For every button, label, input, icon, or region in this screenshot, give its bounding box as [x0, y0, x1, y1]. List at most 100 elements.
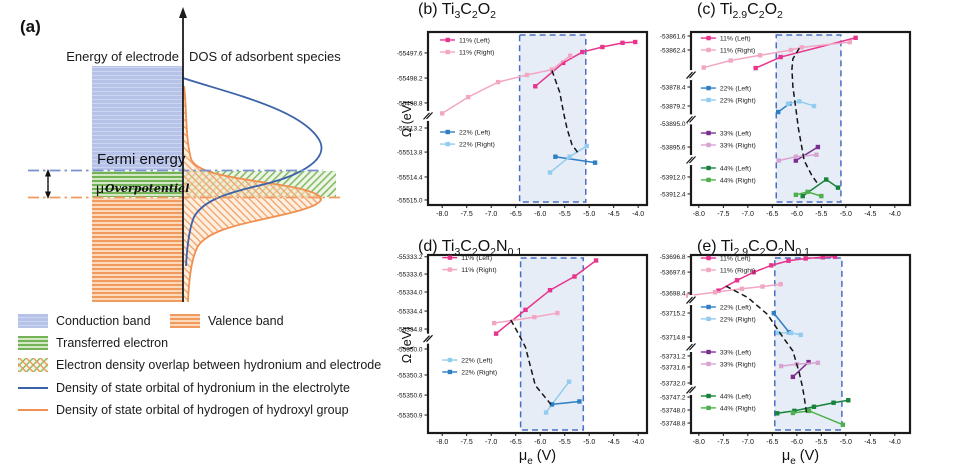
overpotential-arrow-bottom — [45, 191, 51, 199]
series-11-left- — [493, 258, 599, 336]
svg-text:44% (Right): 44% (Right) — [720, 177, 756, 184]
valence-band-region — [92, 198, 183, 302]
svg-text:-53861.6: -53861.6 — [660, 33, 686, 40]
svg-text:-4.0: -4.0 — [632, 439, 644, 446]
series-11-left- — [533, 39, 638, 89]
svg-text:-53698.4: -53698.4 — [660, 290, 686, 297]
svg-text:-53748.8: -53748.8 — [660, 420, 686, 427]
svg-text:-53697.6: -53697.6 — [660, 269, 686, 276]
conduction-band-region — [92, 66, 183, 170]
svg-text:-53696.8: -53696.8 — [660, 254, 686, 261]
svg-text:11% (Left): 11% (Left) — [720, 35, 751, 42]
axis-break — [686, 71, 696, 79]
axis-break — [686, 386, 696, 394]
legend-row-3: Electron density overlap between hydroni… — [18, 358, 381, 372]
svg-text:22% (Right): 22% (Right) — [720, 316, 756, 323]
series-33-left- — [790, 359, 811, 380]
svg-text:-5.0: -5.0 — [583, 439, 595, 446]
legend-item-conduction: Conduction band — [18, 314, 170, 328]
band-diagram: (a) Energy of electrode DOS of adsorbent… — [20, 7, 344, 303]
dashed-connector — [510, 319, 552, 405]
hydronium-line-swatch — [18, 387, 48, 389]
highlight-box — [775, 34, 842, 203]
mu-symbol: μ — [96, 180, 104, 196]
axis-break — [686, 343, 696, 351]
svg-text:-4.0: -4.0 — [632, 211, 644, 218]
svg-text:44% (Left): 44% (Left) — [720, 165, 751, 172]
svg-text:22% (Left): 22% (Left) — [459, 129, 490, 136]
svg-text:11% (Right): 11% (Right) — [720, 47, 755, 54]
x-axis-ticks: -8.0 -7.5 -7.0 -6.5 -6.0 -5.5 -5.0 -4.5 -4.0 — [693, 205, 901, 218]
svg-text:-55498.2: -55498.2 — [397, 75, 423, 82]
svg-text:-55333.6: -55333.6 — [397, 271, 423, 278]
svg-text:-53748.0: -53748.0 — [660, 407, 686, 414]
series-33-left- — [793, 144, 821, 163]
legend-label: Density of state orbital of hydrogen of … — [56, 403, 349, 417]
svg-text:-7.5: -7.5 — [461, 439, 473, 446]
electrode-axis-title: Energy of electrode — [66, 49, 179, 64]
valence-band-swatch — [170, 314, 200, 328]
plot-legend: 11% (Left) 11% (Right) 22% (Left) 22% (Righ… — [442, 255, 497, 376]
panel-a-diagram: (a) Energy of electrode DOS of adsorbent… — [0, 0, 396, 475]
series-22-right- — [785, 99, 817, 109]
svg-text:-6.0: -6.0 — [791, 211, 803, 218]
svg-text:-6.0: -6.0 — [534, 211, 546, 218]
svg-text:11% (Left): 11% (Left) — [459, 37, 490, 44]
svg-text:-8.0: -8.0 — [693, 211, 705, 218]
x-axis-title-mu: μe (V) — [518, 448, 557, 467]
svg-text:-7.0: -7.0 — [485, 211, 497, 218]
svg-text:-4.0: -4.0 — [889, 439, 901, 446]
conduction-band-swatch — [18, 314, 48, 328]
overpotential-arrow-top — [45, 169, 51, 177]
svg-text:-4.0: -4.0 — [889, 211, 901, 218]
svg-text:-53715.2: -53715.2 — [660, 310, 686, 317]
svg-text:11% (Right): 11% (Right) — [461, 267, 496, 274]
svg-text:-53731.6: -53731.6 — [660, 364, 686, 371]
svg-text:-6.5: -6.5 — [510, 211, 522, 218]
hydroxyl-line-swatch — [18, 409, 48, 411]
svg-text:-55350.3: -55350.3 — [397, 372, 423, 379]
svg-text:-6.0: -6.0 — [791, 439, 803, 446]
electron-density-overlap-swatch — [18, 358, 48, 372]
svg-text:-8.0: -8.0 — [693, 439, 705, 446]
highlight-box — [518, 34, 587, 203]
svg-text:-55350.0: -55350.0 — [397, 346, 423, 353]
series-44-left- — [800, 177, 841, 199]
y-axis-ticks: -53696.8 -53697.6 -53698.4 -53715.2 -53714.8… — [660, 254, 691, 427]
svg-text:22% (Left): 22% (Left) — [720, 85, 751, 92]
legend-label: Transferred electron — [56, 336, 169, 350]
svg-text:-5.5: -5.5 — [559, 211, 571, 218]
svg-text:-7.5: -7.5 — [461, 211, 473, 218]
legend-item-overlap: Electron density overlap between hydroni… — [18, 358, 381, 372]
svg-text:-53912.0: -53912.0 — [660, 174, 686, 181]
svg-text:-55515.0: -55515.0 — [397, 197, 423, 204]
series-44-right- — [793, 189, 824, 199]
series-11-right- — [491, 310, 560, 326]
svg-text:-6.5: -6.5 — [766, 439, 778, 446]
svg-text:-53747.2: -53747.2 — [660, 394, 686, 401]
hydroxyl-dos-fill — [184, 86, 322, 302]
dashed-connector — [725, 285, 808, 414]
svg-text:22% (Left): 22% (Left) — [461, 357, 492, 364]
plot-legend: 11% (Left) 11% (Right) 22% (Left) 22% (Righ… — [700, 255, 756, 412]
svg-text:11% (Right): 11% (Right) — [720, 267, 755, 274]
svg-text:-5.0: -5.0 — [840, 211, 852, 218]
axis-break — [686, 156, 696, 164]
svg-text:-55350.9: -55350.9 — [397, 412, 423, 419]
plot-legend: 11% (Left) 11% (Right) 22% (Left) 22% (Righ… — [700, 35, 756, 184]
svg-text:-6.5: -6.5 — [766, 211, 778, 218]
svg-text:-5.0: -5.0 — [840, 439, 852, 446]
svg-text:-8.0: -8.0 — [436, 211, 448, 218]
svg-text:-4.5: -4.5 — [864, 211, 876, 218]
svg-text:-7.0: -7.0 — [742, 211, 754, 218]
hydronium-dos-curve — [182, 77, 323, 267]
series-22-right- — [547, 143, 589, 175]
svg-text:-55497.6: -55497.6 — [397, 50, 423, 57]
chart-canvas-d: -8.0 -7.5 -7.0 -6.5 -6.0 -5.5 -5.0 -4.5 -4.0 -553… — [397, 253, 649, 446]
svg-text:-55498.8: -55498.8 — [397, 100, 423, 107]
svg-text:22% (Right): 22% (Right) — [461, 369, 497, 376]
legend-item-hydroxyl-line: Density of state orbital of hydrogen of … — [18, 403, 349, 417]
series-44-right- — [790, 408, 846, 427]
svg-text:11% (Left): 11% (Left) — [720, 255, 751, 262]
